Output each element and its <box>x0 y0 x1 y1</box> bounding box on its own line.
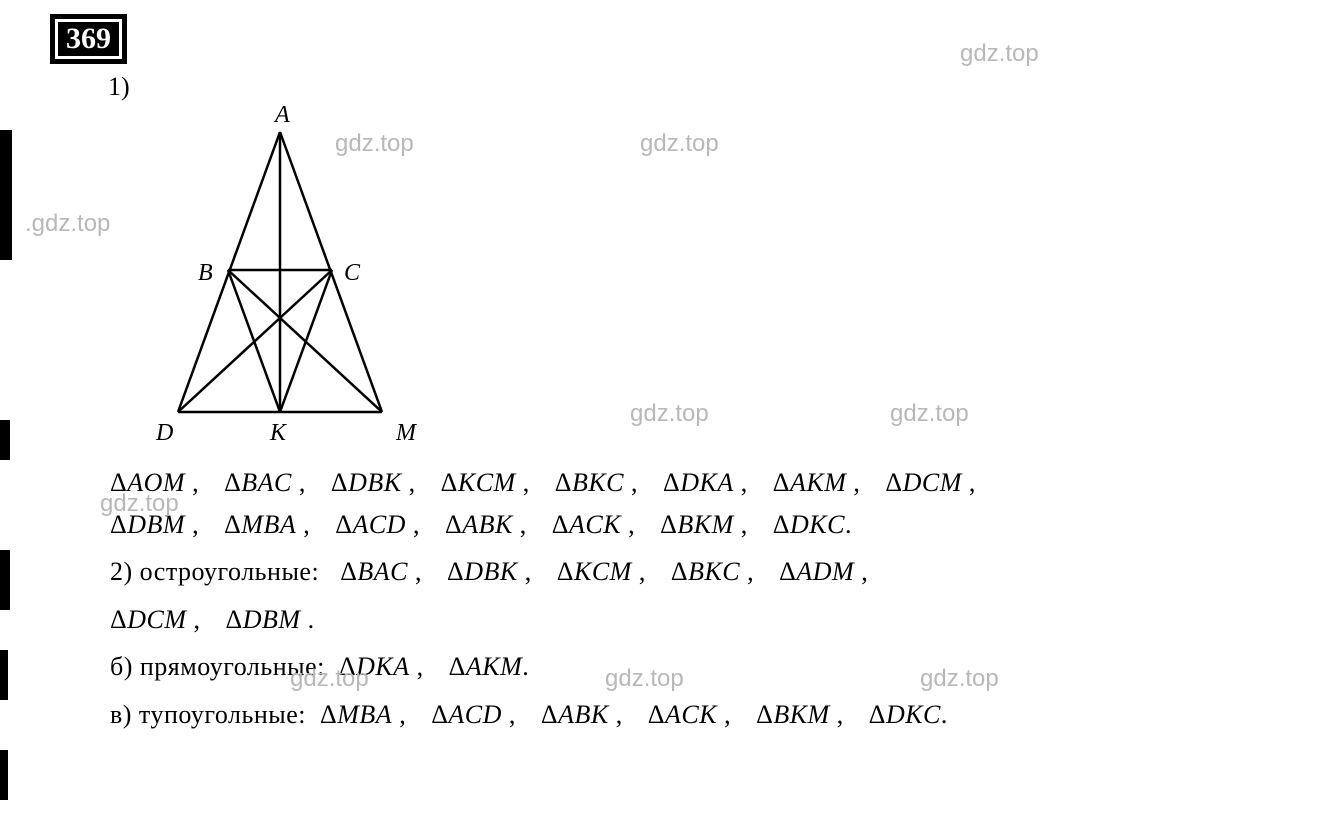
watermark: gdz.top <box>960 40 1039 68</box>
diagram-edge <box>178 270 332 412</box>
triangle-item: ΔMBA , <box>224 504 310 546</box>
triangle-item: ΔMBA , <box>320 694 406 736</box>
vertex-label-D: D <box>156 420 173 447</box>
triangle-item: ΔACD , <box>431 694 516 736</box>
triangle-item: ΔABK , <box>445 504 527 546</box>
watermark: gdz.top <box>890 400 969 428</box>
triangle-item: ΔBKC , <box>671 551 754 593</box>
triangle-item: ΔDBK , <box>447 551 532 593</box>
part-b-label: б) прямоугольные: <box>110 652 325 681</box>
triangle-item: ΔDCM , <box>885 462 976 504</box>
triangle-item: ΔDBM , <box>110 504 199 546</box>
diagram-edge <box>228 270 382 412</box>
triangle-item: ΔAOM , <box>110 462 199 504</box>
triangle-item: ΔDKC. <box>773 504 852 546</box>
triangle-item: ΔACD , <box>335 504 420 546</box>
scan-artifact <box>0 750 8 800</box>
triangles-all-line-1: ΔAOM , ΔBAC , ΔDBK , ΔKCM , ΔBKC , ΔDKA … <box>110 462 1287 545</box>
scan-artifact <box>0 420 10 460</box>
triangle-item: ΔAKM , <box>773 462 861 504</box>
part-c-line: в) тупоугольные: ΔMBA , ΔACD , ΔABK , ΔA… <box>110 694 1287 736</box>
scan-artifact <box>0 650 8 700</box>
triangle-item: ΔKCM , <box>557 551 646 593</box>
vertex-label-M: M <box>396 420 416 447</box>
triangle-item: ΔBKM , <box>660 504 748 546</box>
triangle-item: ΔBKC , <box>555 462 638 504</box>
vertex-label-C: C <box>344 260 360 287</box>
triangle-item: ΔACK , <box>552 504 635 546</box>
triangle-item: ΔDBM . <box>226 599 315 641</box>
scan-artifact <box>0 550 10 610</box>
acute-cont: ΔDCM , ΔDBM . <box>110 599 1287 641</box>
part-1-label: 1) <box>108 72 1287 102</box>
triangle-item: ΔBAC , <box>224 462 306 504</box>
triangle-item: ΔDBK , <box>331 462 416 504</box>
exercise-number: 369 <box>58 22 119 56</box>
triangle-item: ΔDKA , <box>663 462 748 504</box>
scan-artifact <box>0 130 12 260</box>
part-2-line: 2) остроугольные: ΔBAC , ΔDBK , ΔKCM , Δ… <box>110 551 1287 593</box>
vertex-label-B: B <box>198 260 213 287</box>
triangle-item: ΔABK , <box>541 694 623 736</box>
triangle-item: ΔBKM , <box>756 694 844 736</box>
solution-text: ΔAOM , ΔBAC , ΔDBK , ΔKCM , ΔBKC , ΔDKA … <box>110 462 1287 736</box>
triangle-item: ΔDKC. <box>869 694 948 736</box>
watermark: .gdz.top <box>25 210 110 238</box>
triangle-item: ΔADM , <box>779 551 868 593</box>
triangle-item: ΔAKM. <box>449 646 530 688</box>
exercise-number-outer: 369 <box>50 14 127 64</box>
triangle-item: ΔKCM , <box>441 462 530 504</box>
part-c-label: в) тупоугольные: <box>110 700 306 729</box>
triangle-item: ΔBAC , <box>340 551 422 593</box>
part-2-label: 2) остроугольные: <box>110 557 319 586</box>
triangle-item: ΔDKA , <box>339 646 424 688</box>
triangle-item: ΔACK , <box>648 694 731 736</box>
watermark: gdz.top <box>640 130 719 158</box>
diagram-svg <box>120 112 440 452</box>
exercise-number-box: 369 <box>50 14 127 64</box>
geometry-diagram: ABCDKM <box>120 112 440 452</box>
vertex-label-K: K <box>270 420 286 447</box>
vertex-label-A: A <box>275 102 290 129</box>
watermark: gdz.top <box>630 400 709 428</box>
triangle-item: ΔDCM , <box>110 599 201 641</box>
part-b-line: б) прямоугольные: ΔDKA , ΔAKM. <box>110 646 1287 688</box>
